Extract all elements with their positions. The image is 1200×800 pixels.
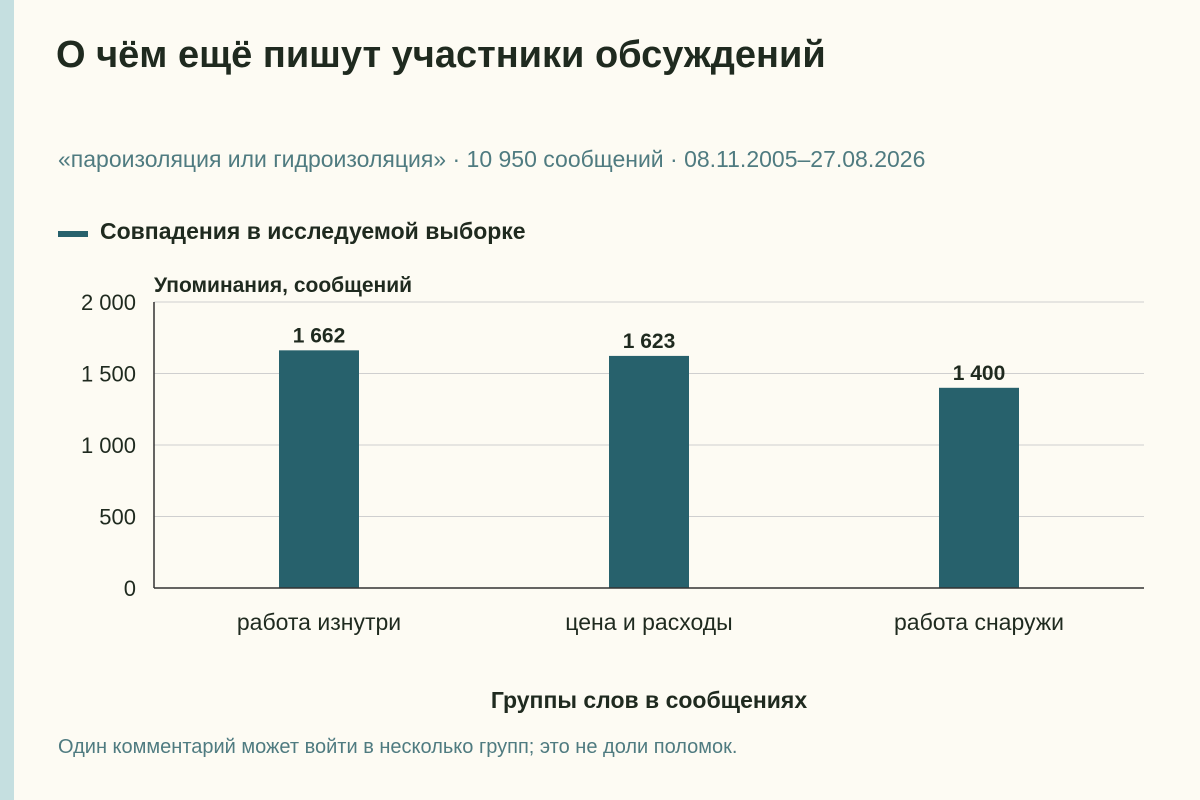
bar-value-label: 1 623 (623, 330, 676, 353)
y-tick-label: 500 (99, 505, 136, 530)
y-axis-label: Упоминания, сообщений (154, 274, 412, 297)
y-tick-label: 2 000 (81, 290, 136, 315)
x-category-label: работа изнутри (237, 609, 401, 635)
x-axis-label: Группы слов в сообщениях (491, 687, 807, 713)
legend-swatch (58, 230, 88, 237)
bar (939, 387, 1019, 588)
y-tick-label: 1 500 (81, 362, 136, 387)
legend-label: Совпадения в исследуемой выборке (100, 218, 526, 244)
page-title: О чём ещё пишут участники обсуждений (56, 34, 826, 76)
bar (609, 355, 689, 588)
bar-value-label: 1 662 (293, 324, 346, 347)
y-tick-label: 1 000 (81, 433, 136, 458)
chart-legend: Совпадения в исследуемой выборке (58, 218, 526, 245)
footnote: Один комментарий может войти в несколько… (58, 736, 738, 758)
left-accent-bar (0, 0, 14, 800)
x-category-label: работа снаружи (894, 609, 1064, 635)
bar (279, 350, 359, 588)
chart-subtitle: «пароизоляция или гидроизоляция» · 10 95… (58, 146, 926, 172)
bar-value-label: 1 400 (953, 362, 1006, 385)
x-category-label: цена и расходы (565, 609, 732, 635)
y-tick-label: 0 (124, 576, 136, 601)
